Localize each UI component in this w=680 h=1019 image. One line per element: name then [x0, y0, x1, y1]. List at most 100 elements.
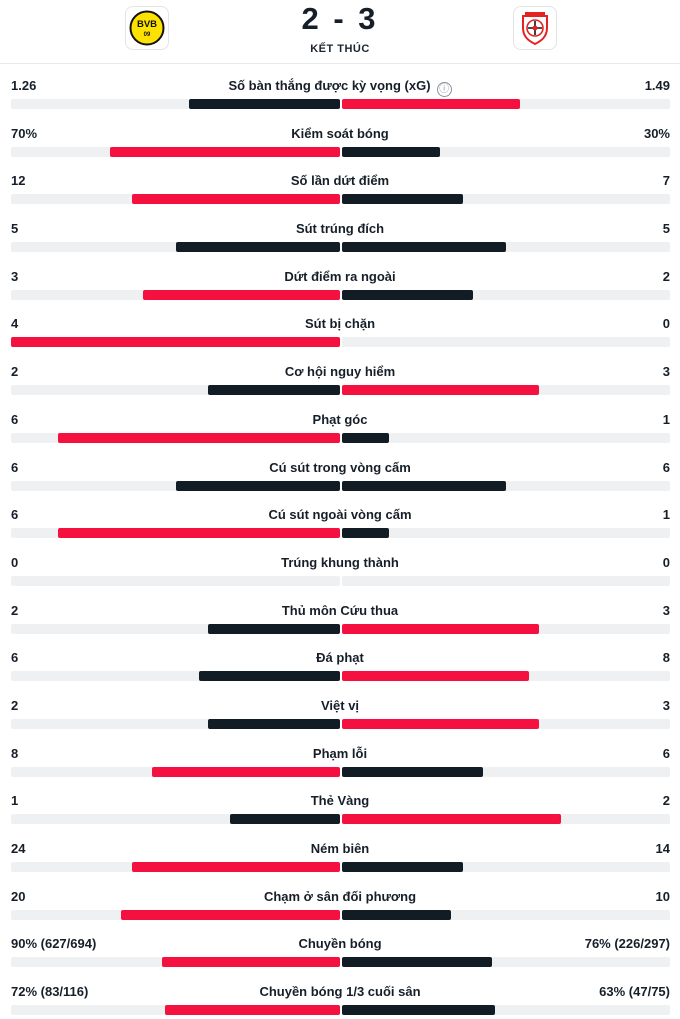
home-stat-bar — [175, 242, 340, 253]
stat-label-text: Cú sút trong vòng cấm — [269, 459, 411, 475]
home-stat-bar-track — [11, 242, 340, 253]
away-team-logo[interactable] — [513, 6, 557, 50]
away-stat-bar — [342, 480, 506, 491]
home-stat-bar-track — [11, 671, 340, 682]
stat-label-text: Chuyền bóng 1/3 cuối sân — [259, 984, 421, 1000]
home-stat-bar — [109, 146, 340, 157]
home-stat-value: 20 — [11, 888, 26, 904]
home-stat-value: 1.26 — [11, 78, 37, 93]
stat-label: Phạt góc — [140, 412, 540, 428]
stat-row: 72% (83/116) Chuyền bóng 1/3 cuối sân 63% … — [0, 970, 680, 1018]
home-stat-bar-track — [11, 289, 340, 300]
home-stat-bar-track — [11, 480, 340, 491]
info-icon[interactable]: ⓘ — [436, 82, 452, 97]
away-stat-value: 3 — [662, 602, 670, 618]
home-stat-bar-track — [11, 432, 340, 443]
home-stat-value: 12 — [11, 173, 26, 189]
stat-row: 1 Thẻ Vàng 2 — [0, 779, 680, 827]
stat-label-text: Việt vị — [320, 697, 360, 713]
stat-row: 6 Cú sút trong vòng cấm 6 — [0, 446, 680, 494]
stat-row: 90% (627/694) Chuyền bóng 76% (226/297) — [0, 922, 680, 970]
stat-row: 3 Dứt điểm ra ngoài 2 — [0, 255, 680, 303]
home-stat-bar — [175, 480, 340, 491]
stat-label-text: Sút bị chặn — [304, 316, 376, 332]
home-stat-value: 1 — [11, 793, 19, 809]
home-team-logo[interactable]: BVB 09 — [125, 6, 169, 50]
away-stat-bar-track — [342, 671, 670, 682]
home-stat-bar-track — [11, 766, 340, 777]
home-stat-bar-track — [11, 909, 340, 920]
home-stat-bar-track — [11, 146, 340, 157]
stat-row: 8 Phạm lỗi 6 — [0, 732, 680, 780]
svg-text:BVB: BVB — [137, 19, 157, 30]
away-stat-bar-track — [342, 480, 670, 491]
stat-row: 5 Sút trúng đích 5 — [0, 207, 680, 255]
away-stat-value: 1 — [662, 411, 670, 427]
leverkusen-crest-icon — [522, 12, 548, 46]
away-stat-bar — [342, 528, 389, 539]
stat-label-text: Sút trúng đích — [295, 221, 385, 237]
stat-label-text: Chạm ở sân đối phương — [263, 888, 417, 904]
stat-label-text: Chuyền bóng — [298, 936, 382, 952]
home-stat-bar — [120, 909, 340, 920]
stat-row: 6 Phạt góc 1 — [0, 398, 680, 446]
away-stat-bar-track — [342, 289, 670, 300]
away-stat-bar — [342, 718, 539, 729]
stat-label-text: Số bàn thắng được kỳ vọng (xG) — [228, 78, 431, 93]
home-stat-bar — [208, 718, 340, 729]
home-stat-bar-track — [11, 862, 340, 872]
away-stat-value: 3 — [662, 697, 670, 713]
home-stat-bar — [189, 99, 340, 109]
stat-label: Sút trúng đích — [140, 221, 540, 237]
away-stat-value: 63% (47/75) — [599, 984, 670, 1000]
away-stat-value: 76% (226/297) — [584, 936, 670, 952]
home-stat-value: 70% — [11, 125, 38, 141]
stat-row: 0 Trúng khung thành 0 — [0, 541, 680, 589]
home-stat-bar — [198, 671, 340, 682]
home-stat-value: 5 — [11, 221, 19, 237]
home-stat-value: 2 — [11, 697, 19, 713]
home-stat-bar — [58, 432, 340, 443]
away-stat-bar — [342, 623, 539, 634]
away-stat-bar-track — [342, 337, 670, 348]
away-stat-bar — [342, 146, 441, 157]
away-stat-bar — [342, 385, 539, 396]
home-stat-bar-track — [11, 575, 340, 586]
home-stat-value: 72% (83/116) — [11, 984, 89, 1000]
bvb-crest-icon: BVB 09 — [129, 10, 165, 46]
stat-label-text: Kiểm soát bóng — [291, 125, 389, 141]
home-stat-value: 2 — [11, 602, 19, 618]
away-stat-bar — [342, 814, 561, 825]
away-stat-bar-track — [342, 814, 670, 825]
match-header: BVB 09 2 - 3 KẾT THÚC — [0, 0, 680, 64]
stat-label-text: Dứt điểm ra ngoài — [284, 268, 396, 284]
home-stat-bar — [161, 957, 340, 968]
svg-text:09: 09 — [144, 32, 151, 38]
stat-label-text: Số lần dứt điểm — [290, 173, 390, 189]
stat-label-text: Phạt góc — [312, 411, 368, 427]
away-stat-bar — [342, 1005, 496, 1016]
stat-label-text: Thẻ Vàng — [310, 793, 370, 809]
home-stat-value: 6 — [11, 459, 19, 475]
home-stat-value: 6 — [11, 507, 19, 523]
away-stat-bar-track — [342, 766, 670, 777]
home-stat-bar-track — [11, 814, 340, 825]
stat-label: Kiểm soát bóng — [140, 126, 540, 142]
stat-row: 70% Kiểm soát bóng 30% — [0, 112, 680, 160]
home-stat-value: 8 — [11, 745, 19, 761]
home-stat-bar — [230, 814, 340, 825]
home-stat-value: 6 — [11, 411, 19, 427]
stat-label: Chạm ở sân đối phương — [140, 889, 540, 905]
home-stat-bar-track — [11, 99, 340, 109]
home-stat-bar — [208, 385, 340, 396]
home-stat-bar — [132, 194, 340, 205]
away-stat-value: 2 — [662, 793, 670, 809]
away-stat-bar-track — [342, 242, 670, 253]
stat-label: Chuyền bóng — [140, 936, 540, 952]
stat-label: Số lần dứt điểm — [140, 173, 540, 189]
stat-row: 4 Sút bị chặn 0 — [0, 302, 680, 350]
stat-label: Cú sút ngoài vòng cấm — [140, 507, 540, 523]
stat-row: 12 Số lần dứt điểm 7 — [0, 159, 680, 207]
away-stat-bar-track — [342, 385, 670, 396]
home-stat-value: 24 — [11, 841, 26, 856]
